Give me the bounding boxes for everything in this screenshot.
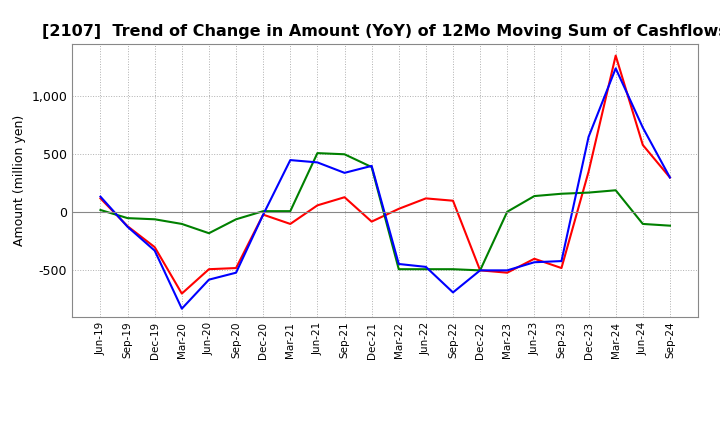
Investing Cashflow [503,209,511,214]
Line: Investing Cashflow: Investing Cashflow [101,153,670,270]
Investing Cashflow [313,150,322,156]
Legend: Operating Cashflow, Investing Cashflow, Free Cashflow: Operating Cashflow, Investing Cashflow, … [135,438,635,440]
Free Cashflow [150,248,159,253]
Free Cashflow [557,258,566,264]
Operating Cashflow [557,265,566,271]
Investing Cashflow [367,165,376,170]
Investing Cashflow [286,209,294,214]
Investing Cashflow [150,216,159,222]
Line: Free Cashflow: Free Cashflow [101,68,670,309]
Free Cashflow [611,66,620,71]
Operating Cashflow [476,268,485,273]
Investing Cashflow [395,267,403,272]
Free Cashflow [313,160,322,165]
Free Cashflow [286,158,294,163]
Investing Cashflow [476,268,485,273]
Operating Cashflow [395,206,403,212]
Investing Cashflow [530,194,539,199]
Operating Cashflow [611,53,620,58]
Operating Cashflow [503,270,511,275]
Free Cashflow [395,261,403,267]
Operating Cashflow [123,224,132,229]
Investing Cashflow [557,191,566,196]
Investing Cashflow [96,207,105,213]
Free Cashflow [232,270,240,275]
Free Cashflow [123,224,132,230]
Free Cashflow [259,212,268,217]
Operating Cashflow [259,212,268,217]
Free Cashflow [204,277,213,282]
Investing Cashflow [259,209,268,214]
Operating Cashflow [449,198,457,203]
Free Cashflow [96,194,105,199]
Free Cashflow [449,290,457,295]
Investing Cashflow [232,216,240,222]
Operating Cashflow [150,245,159,250]
Investing Cashflow [639,221,647,227]
Free Cashflow [503,268,511,273]
Operating Cashflow [204,267,213,272]
Free Cashflow [178,306,186,312]
Free Cashflow [530,260,539,265]
Operating Cashflow [178,291,186,296]
Line: Operating Cashflow: Operating Cashflow [101,55,670,293]
Operating Cashflow [286,221,294,227]
Operating Cashflow [530,256,539,261]
Operating Cashflow [367,219,376,224]
Operating Cashflow [96,196,105,201]
Free Cashflow [421,264,430,270]
Investing Cashflow [449,267,457,272]
Investing Cashflow [204,231,213,236]
Free Cashflow [584,134,593,139]
Free Cashflow [639,125,647,130]
Operating Cashflow [665,175,674,180]
Free Cashflow [367,163,376,169]
Operating Cashflow [639,143,647,148]
Operating Cashflow [421,196,430,201]
Investing Cashflow [421,267,430,272]
Title: [2107]  Trend of Change in Amount (YoY) of 12Mo Moving Sum of Cashflows: [2107] Trend of Change in Amount (YoY) o… [42,24,720,39]
Investing Cashflow [584,190,593,195]
Operating Cashflow [584,169,593,174]
Investing Cashflow [123,216,132,221]
Operating Cashflow [341,194,349,200]
Free Cashflow [341,170,349,176]
Operating Cashflow [232,265,240,271]
Operating Cashflow [313,203,322,208]
Investing Cashflow [665,223,674,228]
Free Cashflow [476,268,485,273]
Y-axis label: Amount (million yen): Amount (million yen) [13,115,26,246]
Investing Cashflow [178,221,186,227]
Investing Cashflow [341,152,349,157]
Investing Cashflow [611,187,620,193]
Free Cashflow [665,175,674,180]
